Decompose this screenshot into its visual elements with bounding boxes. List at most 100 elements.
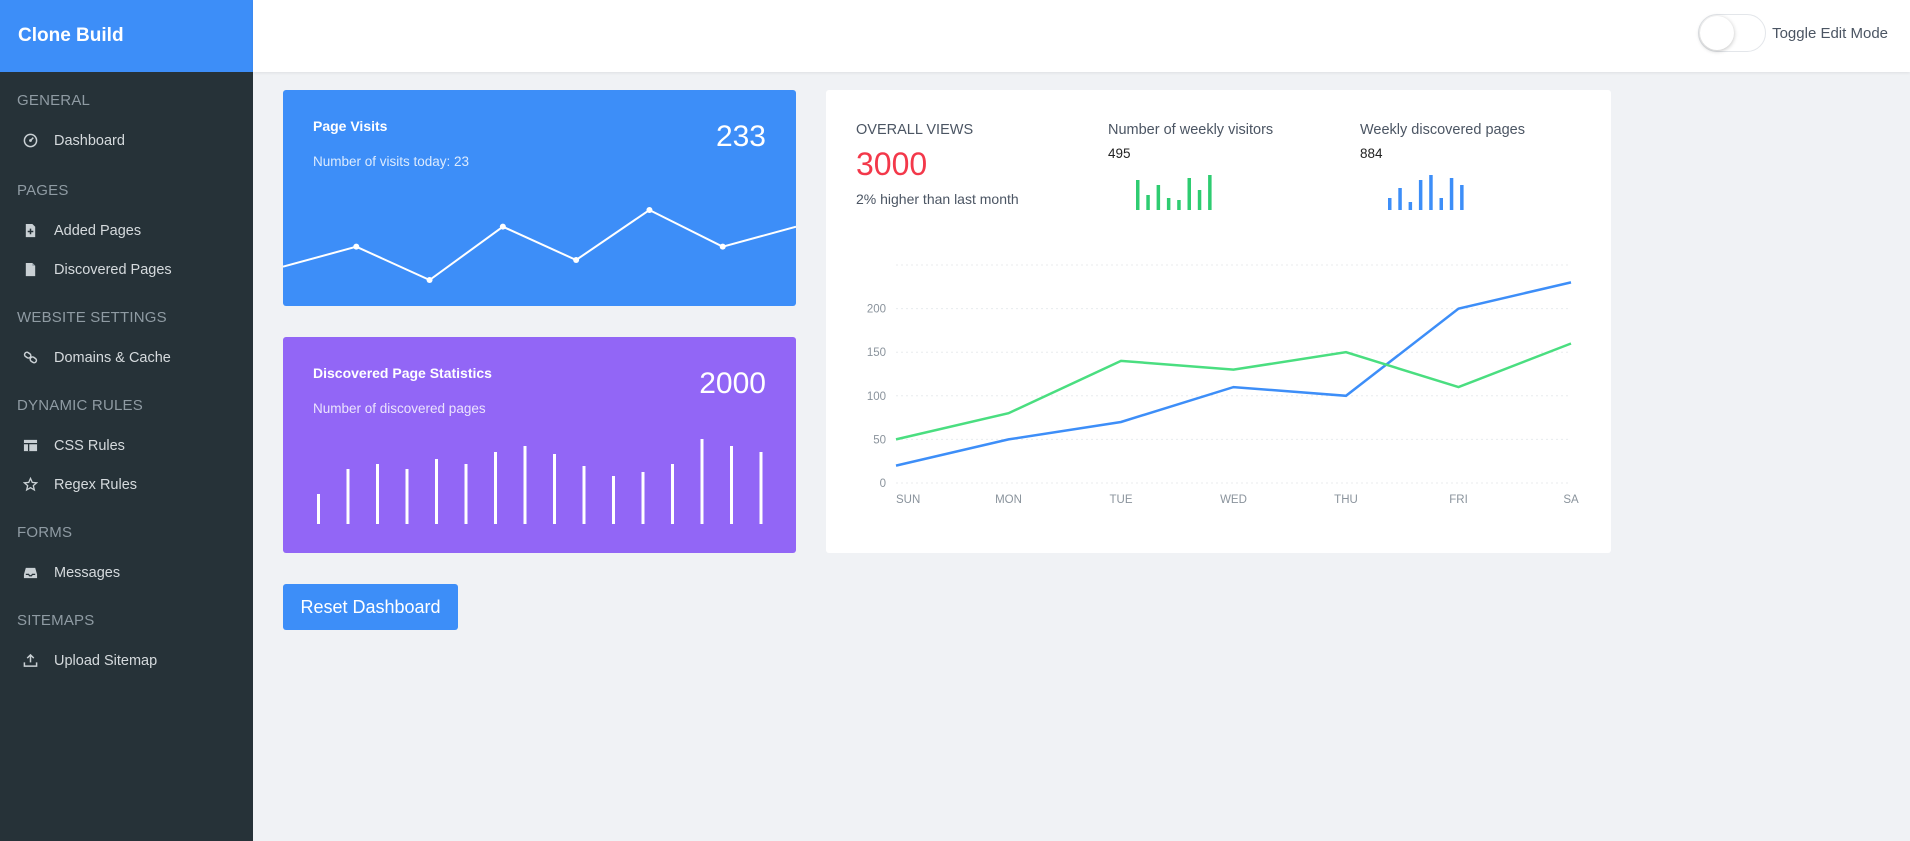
sidebar-item-label: Discovered Pages [54, 261, 172, 278]
weekly-line-chart: 0 50 100 150 200 SUN MON TUE WED THU FRI SA [867, 264, 1579, 506]
mini-bar [1398, 188, 1402, 210]
edit-mode-toggle[interactable] [1698, 14, 1767, 52]
discovered-bar [641, 472, 645, 524]
sidebar-item-discovered-pages[interactable]: Discovered Pages [0, 250, 253, 289]
weekly-visitors-bars [1136, 175, 1212, 210]
sidebar-item-dashboard[interactable]: Dashboard [0, 121, 253, 160]
toggle-knob [1700, 16, 1735, 50]
discovered-bar [582, 466, 586, 524]
overall-views-value: 3000 [856, 146, 928, 182]
sparkline-path [283, 208, 796, 282]
discovered-bar [435, 459, 438, 524]
mini-bar [1449, 178, 1454, 210]
y-tick-label: 0 [880, 478, 886, 490]
sidebar-item-messages[interactable]: Messages [0, 553, 253, 592]
weekly-visitors-stat: Number of weekly visitors 495 [1108, 122, 1273, 161]
discovered-bar [405, 469, 409, 524]
y-tick-label: 100 [867, 391, 886, 403]
discovered-bar [376, 464, 379, 524]
weekly-pages-label: Weekly discovered pages [1360, 122, 1525, 138]
discovered-bar [759, 452, 763, 524]
mini-bar [1166, 198, 1171, 210]
mini-bar [1418, 180, 1423, 210]
weekly-pages-stat: Weekly discovered pages 884 [1360, 122, 1525, 161]
sidebar-item-label: Upload Sitemap [54, 652, 158, 669]
sidebar-item-added-pages[interactable]: Added Pages [0, 211, 253, 250]
x-tick-label: FRI [1449, 494, 1468, 506]
mini-bar [1439, 198, 1443, 210]
discovered-bar [700, 439, 704, 524]
sparkline-point [719, 243, 726, 250]
discovered-stats-card: Discovered Page Statistics Number of dis… [283, 337, 796, 553]
x-tick-label: THU [1334, 494, 1358, 506]
discovered-stats-subtitle: Number of discovered pages [313, 401, 486, 416]
sparkline-point [426, 277, 433, 283]
edit-mode-toggle-group: Toggle Edit Mode [1698, 14, 1888, 52]
discovered-bar [494, 452, 497, 524]
discovered-bar [464, 464, 468, 524]
mini-bar [1156, 185, 1161, 210]
page-visits-card: Page Visits Number of visits today: 23 2… [283, 90, 796, 306]
toggle-label: Toggle Edit Mode [1772, 24, 1888, 42]
series-line-1 [895, 342, 1572, 441]
mini-bar [1408, 202, 1413, 210]
upload-icon [22, 653, 38, 669]
overall-views-label: OVERALL VIEWS [856, 122, 974, 138]
sidebar-item-upload-sitemap[interactable]: Upload Sitemap [0, 641, 253, 680]
mini-bar [1187, 178, 1191, 210]
sparkline-point [646, 207, 653, 213]
weekly-visitors-value: 495 [1108, 146, 1131, 161]
discovered-bar [730, 446, 733, 524]
section-title-sitemaps: SITEMAPS [17, 612, 95, 629]
mini-bar [1136, 180, 1140, 210]
mini-bar [1388, 198, 1392, 210]
sidebar-item-label: CSS Rules [54, 437, 125, 454]
discovered-bar [671, 464, 674, 524]
section-title-website-settings: WEBSITE SETTINGS [17, 309, 167, 326]
discovered-bar [553, 454, 556, 524]
x-tick-label: TUE [1110, 494, 1133, 506]
mini-bar [1146, 195, 1150, 210]
inbox-icon [22, 565, 38, 581]
sidebar-item-regex-rules[interactable]: Regex Rules [0, 465, 253, 504]
mini-bar [1460, 185, 1464, 210]
x-tick-label: WED [1220, 494, 1247, 506]
weekly-visitors-label: Number of weekly visitors [1108, 122, 1274, 138]
section-title-pages: PAGES [17, 182, 69, 199]
sidebar-item-label: Domains & Cache [54, 349, 171, 366]
sidebar-item-domains-cache[interactable]: Domains & Cache [0, 338, 253, 377]
page-visits-subtitle: Number of visits today: 23 [313, 154, 470, 169]
sidebar-item-label: Regex Rules [54, 476, 138, 493]
discovered-stats-title: Discovered Page Statistics [313, 365, 492, 381]
section-title-general: GENERAL [17, 92, 91, 109]
sidebar-item-css-rules[interactable]: CSS Rules [0, 426, 253, 465]
page-visits-value: 233 [715, 120, 766, 153]
file-plus-icon [22, 223, 38, 239]
sidebar: Clone Build GENERAL Dashboard PAGES Adde… [0, 0, 253, 841]
sidebar-item-label: Added Pages [54, 222, 142, 239]
mini-bar [1177, 200, 1181, 210]
sparkline-point [353, 243, 360, 250]
brand-logo[interactable]: Clone Build [0, 0, 253, 72]
star-icon [22, 477, 38, 493]
overall-views-note: 2% higher than last month [856, 191, 1019, 207]
reset-dashboard-button[interactable]: Reset Dashboard [283, 584, 458, 630]
sidebar-item-label: Messages [54, 564, 121, 581]
sparkline-point [573, 257, 580, 263]
page-visits-title: Page Visits [313, 118, 388, 134]
sidebar-item-label: Dashboard [54, 132, 125, 149]
mini-bar [1429, 175, 1433, 210]
x-tick-label: SUN [896, 494, 920, 506]
y-tick-label: 150 [867, 347, 886, 359]
discovered-bar [523, 446, 527, 524]
series-line-0 [895, 281, 1572, 467]
overall-views-stat: OVERALL VIEWS 3000 2% higher than last m… [856, 122, 1019, 207]
top-header: Toggle Edit Mode [253, 0, 1910, 72]
file-icon [22, 262, 38, 278]
dashboard-icon [22, 133, 38, 149]
section-title-dynamic-rules: DYNAMIC RULES [17, 397, 143, 414]
overview-panel: OVERALL VIEWS 3000 2% higher than last m… [826, 90, 1611, 553]
x-tick-label: SA [1563, 494, 1579, 506]
mini-bar [1208, 175, 1212, 210]
x-tick-label: MON [995, 494, 1022, 506]
